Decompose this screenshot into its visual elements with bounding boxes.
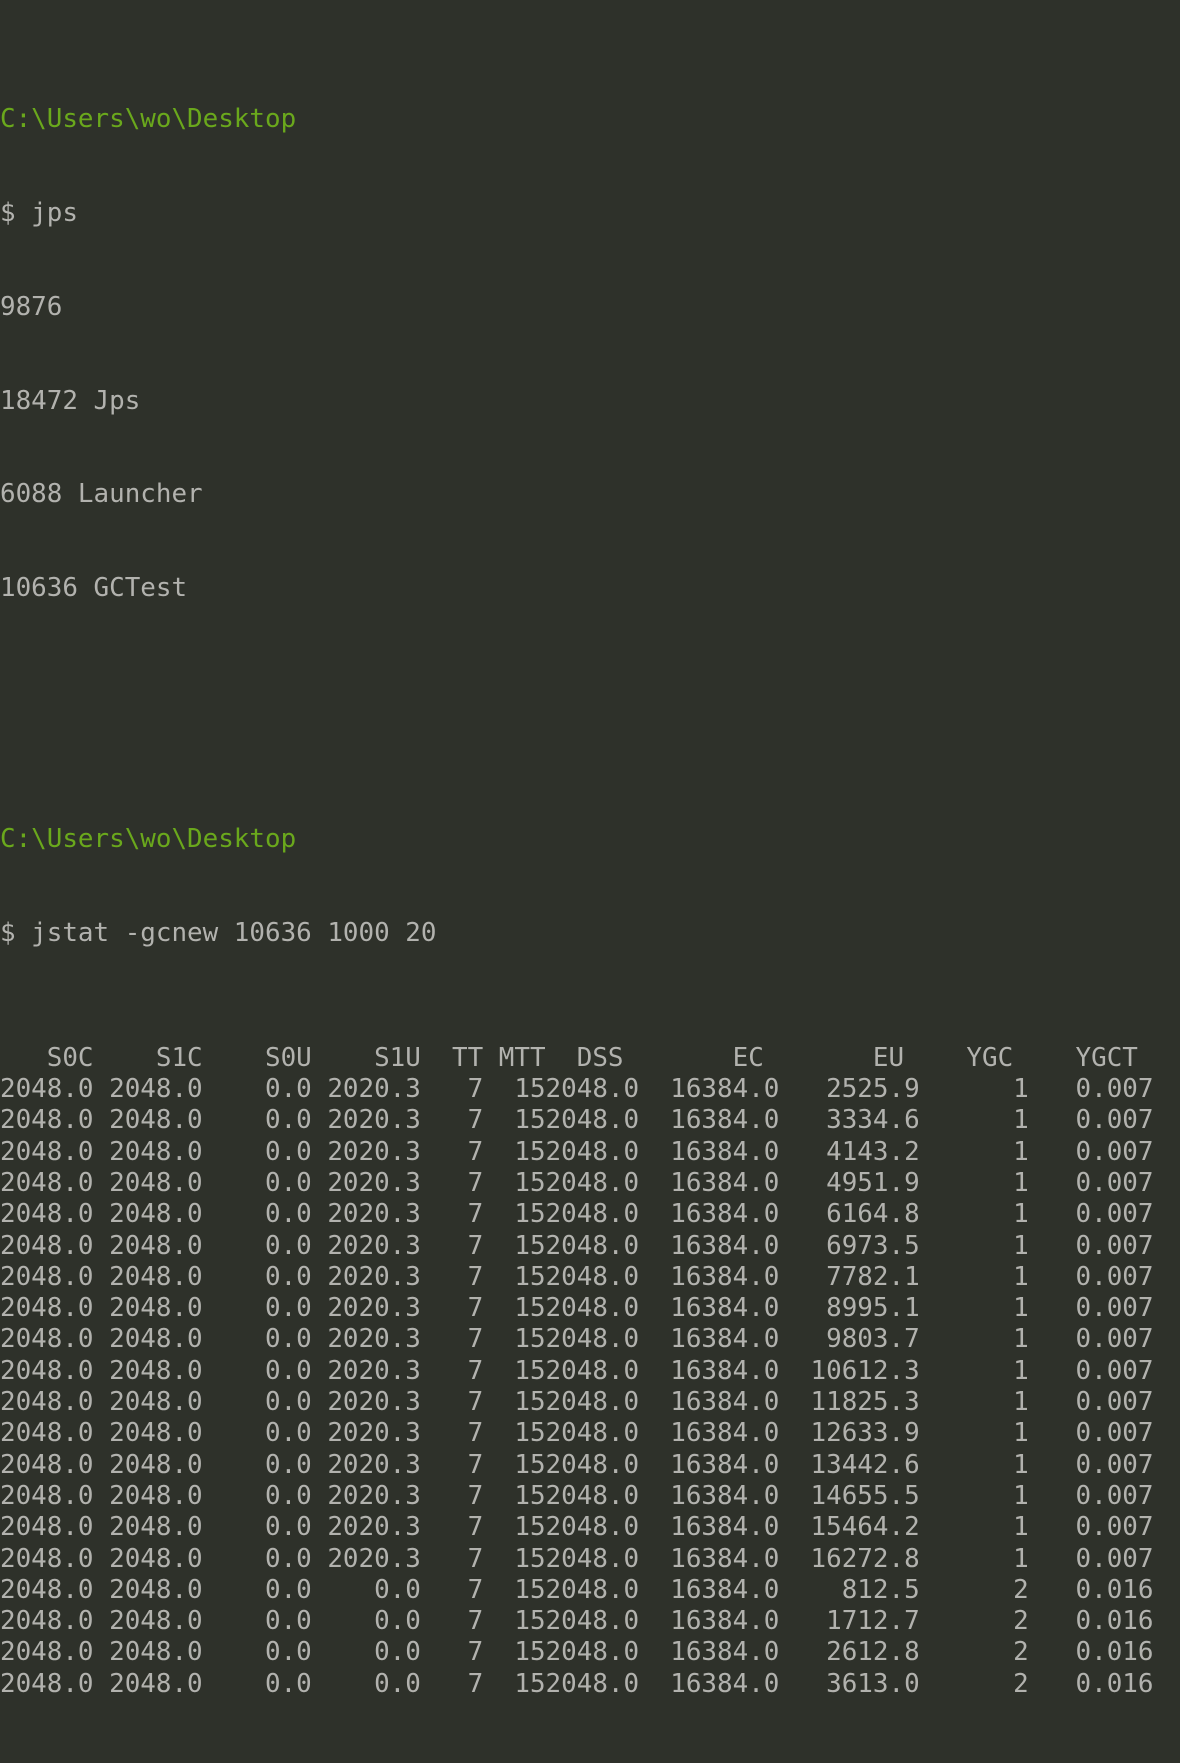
table-row: 2048.0 2048.0 0.0 2020.3 7 152048.0 1638… — [0, 1449, 1154, 1480]
table-row: 2048.0 2048.0 0.0 2020.3 7 152048.0 1638… — [0, 1136, 1154, 1167]
table-row: 2048.0 2048.0 0.0 0.0 7 152048.0 16384.0… — [0, 1574, 1154, 1605]
output-line: 10636 GCTest — [0, 573, 188, 604]
table-row: 2048.0 2048.0 0.0 2020.3 7 152048.0 1638… — [0, 1261, 1154, 1292]
table-row: 2048.0 2048.0 0.0 2020.3 7 152048.0 1638… — [0, 1512, 1154, 1543]
command-line-jstat: $ jstat -gcnew 10636 1000 20 — [0, 917, 437, 948]
table-row: 2048.0 2048.0 0.0 2020.3 7 152048.0 1638… — [0, 1543, 1154, 1574]
table-header-row: S0C S1C S0U S1U TT MTT DSS EC EU YGC YGC… — [0, 1042, 1138, 1073]
table-row: 2048.0 2048.0 0.0 2020.3 7 152048.0 1638… — [0, 1324, 1154, 1355]
table-row: 2048.0 2048.0 0.0 0.0 7 152048.0 16384.0… — [0, 1606, 1154, 1637]
table-row: 2048.0 2048.0 0.0 0.0 7 152048.0 16384.0… — [0, 1668, 1154, 1699]
table-row: 2048.0 2048.0 0.0 2020.3 7 152048.0 1638… — [0, 1355, 1154, 1386]
blank-line — [0, 699, 1180, 730]
jstat-gcnew-table: S0C S1C S0U S1U TT MTT DSS EC EU YGC YGC… — [0, 1043, 1180, 1700]
table-row: 2048.0 2048.0 0.0 2020.3 7 152048.0 1638… — [0, 1199, 1154, 1230]
table-row: 2048.0 2048.0 0.0 2020.3 7 152048.0 1638… — [0, 1167, 1154, 1198]
table-row: 2048.0 2048.0 0.0 2020.3 7 152048.0 1638… — [0, 1074, 1154, 1105]
table-row: 2048.0 2048.0 0.0 2020.3 7 152048.0 1638… — [0, 1418, 1154, 1449]
table-row: 2048.0 2048.0 0.0 2020.3 7 152048.0 1638… — [0, 1105, 1154, 1136]
prompt-path-2: C:\Users\wo\Desktop — [0, 823, 297, 854]
table-row: 2048.0 2048.0 0.0 2020.3 7 152048.0 1638… — [0, 1230, 1154, 1261]
output-line: 9876 — [0, 291, 63, 322]
table-row: 2048.0 2048.0 0.0 2020.3 7 152048.0 1638… — [0, 1387, 1154, 1418]
command-line-jps: $ jps — [0, 197, 78, 228]
table-row: 2048.0 2048.0 0.0 0.0 7 152048.0 16384.0… — [0, 1637, 1154, 1668]
table-row: 2048.0 2048.0 0.0 2020.3 7 152048.0 1638… — [0, 1480, 1154, 1511]
table-row: 2048.0 2048.0 0.0 2020.3 7 152048.0 1638… — [0, 1293, 1154, 1324]
output-line: 18472 Jps — [0, 385, 141, 416]
output-line: 6088 Launcher — [0, 479, 203, 510]
prompt-path-1: C:\Users\wo\Desktop — [0, 103, 297, 134]
